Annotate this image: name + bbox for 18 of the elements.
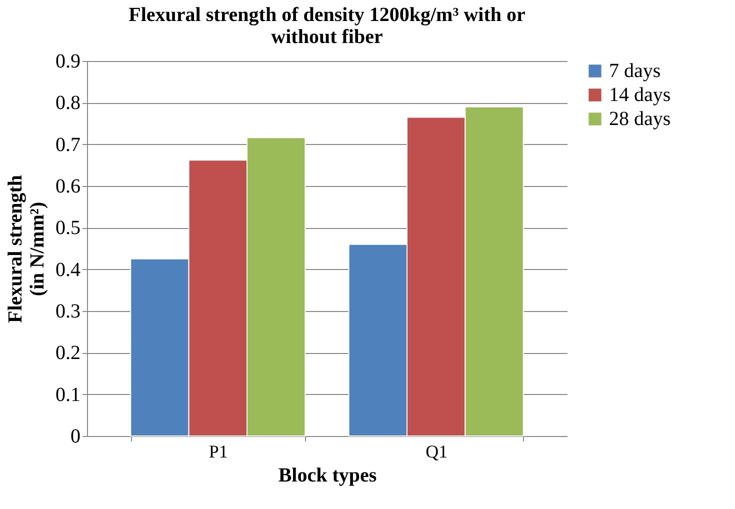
y-tick-label: 0.4 <box>56 258 80 281</box>
y-tick-label: 0.9 <box>56 50 80 72</box>
y-tick-label: 0.8 <box>56 92 80 114</box>
x-tick-label: Q1 <box>426 442 448 462</box>
legend-label: 14 days <box>609 84 671 106</box>
y-tick-label: 0.6 <box>56 176 80 198</box>
legend-label: 7 days <box>609 60 661 82</box>
x-tick-label: P1 <box>208 442 228 462</box>
y-tick-label: 0.1 <box>56 384 80 406</box>
y-tick-label: 0.2 <box>56 342 80 364</box>
y-tick-label: 0.5 <box>56 217 80 240</box>
chart-title: Flexural strength of density 1200kg/m³ with or without fiber <box>128 4 526 48</box>
y-axis-title: Flexural strength (in N/mm²) <box>4 175 48 323</box>
y-tick-label: 0.7 <box>56 134 80 156</box>
y-tick-label: 0.3 <box>56 300 80 322</box>
y-tick-label: 0 <box>70 426 80 448</box>
x-axis-title: Block types <box>278 464 377 486</box>
legend-label: 28 days <box>609 108 671 130</box>
